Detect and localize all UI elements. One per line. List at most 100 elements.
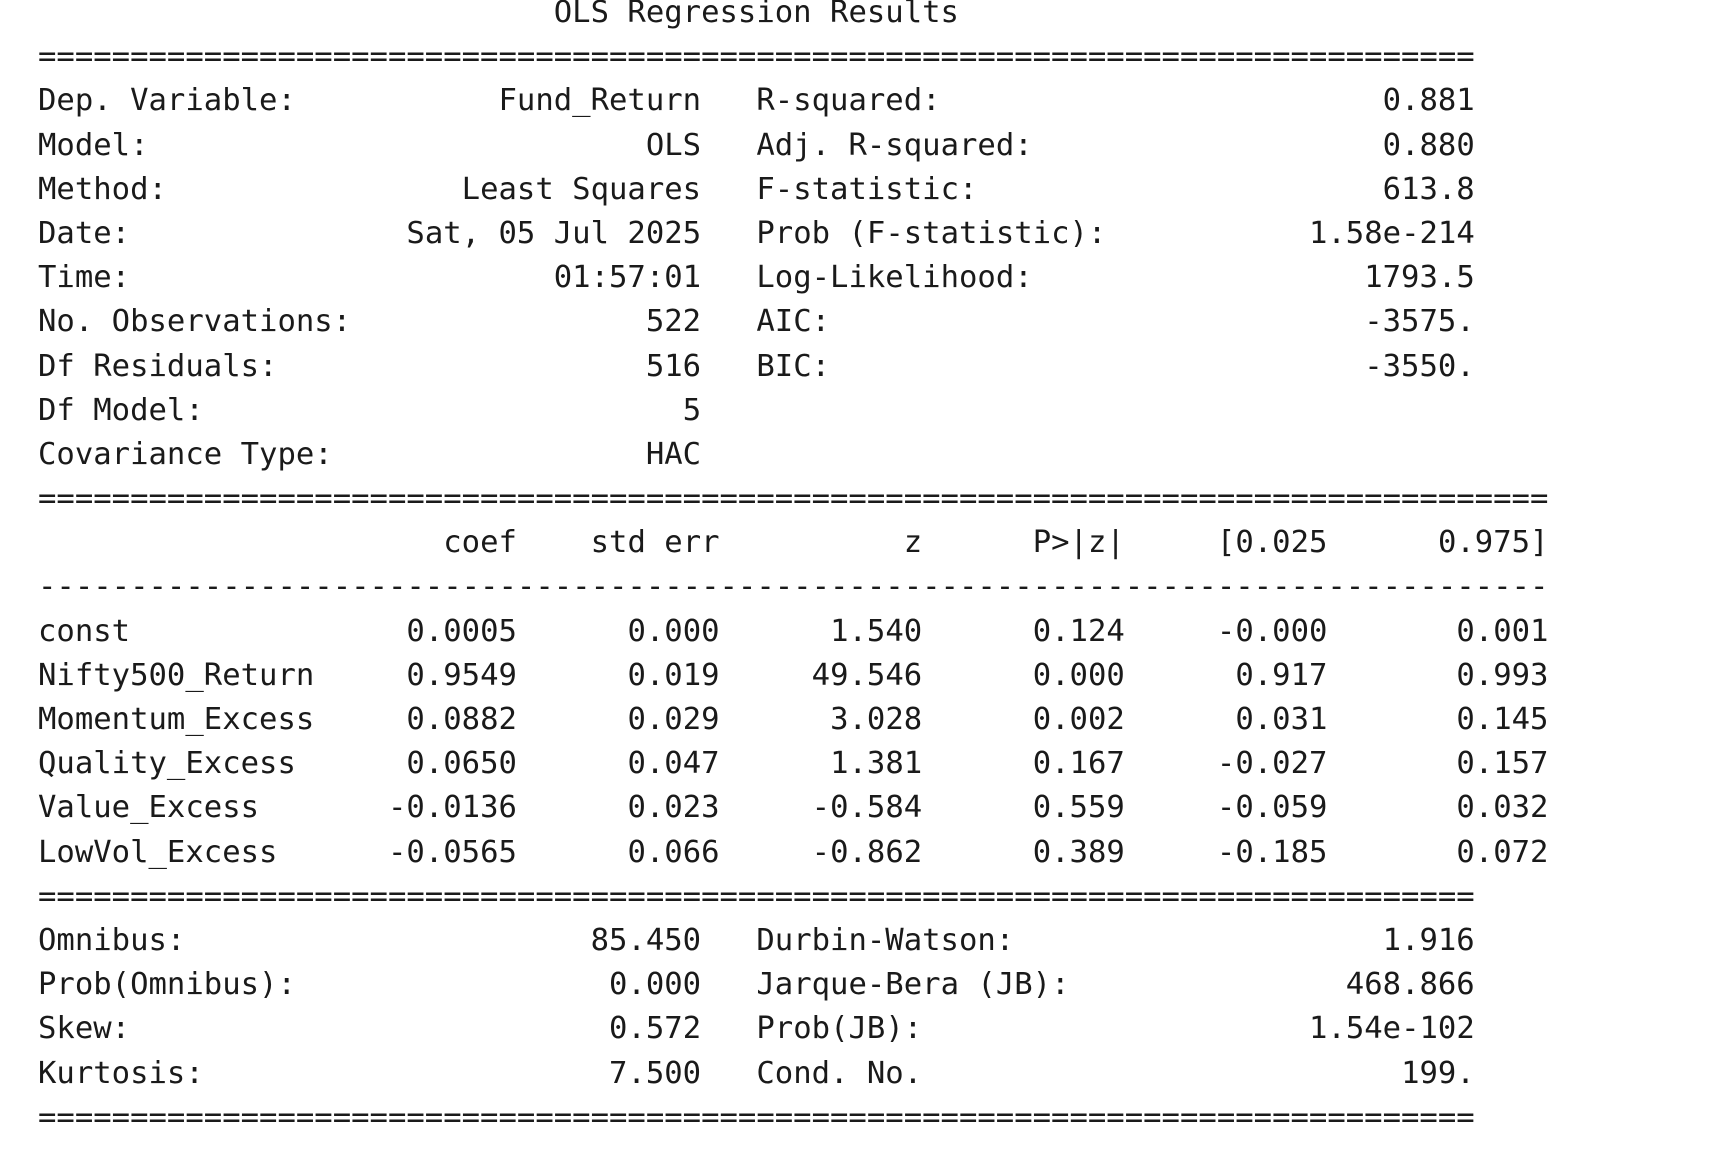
summary-value: 516 (645, 348, 702, 384)
ols-regression-report: OLS Regression Results ==================… (38, 0, 1548, 1140)
summary-value2: -3575. (1364, 304, 1475, 340)
coef-row-cell: 0.031 (1235, 702, 1328, 737)
summary-value: Sat, 05 Jul 2025 (406, 215, 702, 251)
summary-label2: Prob (F-statistic): (756, 215, 1107, 251)
rule-top: ========================================… (38, 35, 1548, 79)
diagnostic-value: 7.500 (609, 1055, 702, 1091)
rule-coef-top-text: ========================================… (38, 481, 1549, 517)
coef-row-cell: 1.381 (830, 746, 923, 782)
summary-label: Df Model: (38, 392, 204, 428)
summary-label: Model: (38, 127, 149, 163)
coef-row-cell-label: const (38, 613, 131, 649)
coef-row-cell: 0.000 (627, 613, 720, 649)
rule-bottom: ========================================… (38, 1096, 1548, 1140)
summary-label: Date: (38, 215, 131, 251)
summary-label2: BIC: (756, 348, 831, 384)
coef-row-cell: 0.002 (1032, 702, 1125, 737)
summary-row: Time: 01:57:01 Log-Likelihood: 1793.5 (38, 256, 1548, 300)
summary-label: Method: (38, 171, 167, 207)
coef-row-cell: 0.072 (1456, 834, 1549, 870)
coef-header-cell: 0.975] (1437, 525, 1549, 561)
coef-row: const 0.0005 0.000 1.540 0.124 -0.000 0.… (38, 610, 1548, 654)
summary-row: Df Residuals: 516 BIC: -3550. (38, 345, 1548, 389)
coef-row-cell: 0.157 (1456, 746, 1549, 782)
summary-label: Time: (38, 260, 131, 296)
coef-row-cell: 0.029 (627, 702, 720, 737)
summary-row: Covariance Type: HAC (38, 433, 1548, 477)
summary-value: 522 (645, 304, 702, 340)
coef-row: Nifty500_Return 0.9549 0.019 49.546 0.00… (38, 654, 1548, 698)
coef-row-cell: 0.9549 (406, 657, 517, 693)
summary-label: Df Residuals: (38, 348, 278, 384)
summary-label2: Adj. R-squared: (756, 127, 1033, 163)
coef-header-cell: [0.025 (1216, 525, 1328, 561)
summary-row: Date: Sat, 05 Jul 2025 Prob (F-statistic… (38, 212, 1548, 256)
rule-top-text: ========================================… (38, 39, 1475, 75)
summary-value: Fund_Return (498, 83, 702, 119)
diagnostic-value: 85.450 (590, 922, 702, 958)
coef-row: Value_Excess -0.0136 0.023 -0.584 0.559 … (38, 786, 1548, 830)
coef-row-cell: 0.047 (627, 746, 720, 782)
diagnostic-value: 0.000 (609, 967, 702, 1003)
coef-row-cell: 0.001 (1456, 613, 1549, 649)
summary-label2: R-squared: (756, 83, 941, 119)
summary-value2: 613.8 (1382, 171, 1475, 207)
coef-row-cell: -0.862 (811, 834, 923, 870)
summary-label2: Log-Likelihood: (756, 260, 1033, 296)
coef-row-cell-label: Nifty500_Return (38, 657, 315, 693)
diagnostic-label2: Jarque-Bera (JB): (756, 967, 1070, 1003)
coef-row-cell: 0.124 (1032, 613, 1125, 649)
summary-label: No. Observations: (38, 304, 352, 340)
diagnostic-value2: 199. (1401, 1055, 1475, 1091)
coef-row-cell-label: Momentum_Excess (38, 702, 315, 737)
report-title-line: OLS Regression Results (38, 0, 1548, 35)
coef-row-cell: -0.000 (1216, 613, 1328, 649)
diagnostic-value: 0.572 (609, 1011, 702, 1047)
summary-value2: 1.58e-214 (1308, 215, 1475, 251)
coef-row-cell: 0.389 (1032, 834, 1125, 870)
coef-header-cell: z (903, 525, 923, 561)
summary-label2: F-statistic: (756, 171, 978, 207)
coef-row-cell: -0.185 (1216, 834, 1328, 870)
summary-value2: 0.880 (1382, 127, 1475, 163)
summary-row: Model: OLS Adj. R-squared: 0.880 (38, 124, 1548, 168)
summary-value: HAC (645, 436, 702, 472)
coef-row-cell: 1.540 (830, 613, 923, 649)
diagnostic-label: Prob(Omnibus): (38, 967, 296, 1003)
coef-row: Quality_Excess 0.0650 0.047 1.381 0.167 … (38, 742, 1548, 786)
coef-row-cell: 0.0650 (406, 746, 517, 782)
coef-row-cell: 0.0005 (406, 613, 517, 649)
rule-diag-top: ========================================… (38, 875, 1548, 919)
diagnostic-label: Skew: (38, 1011, 131, 1047)
summary-row: Dep. Variable: Fund_Return R-squared: 0.… (38, 79, 1548, 123)
coef-header-cell: std err (590, 525, 720, 561)
coef-header: coef std err z P>|z| [0.025 0.975] (38, 521, 1548, 565)
summary-value: Least Squares (461, 171, 702, 207)
diagnostic-label2: Durbin-Watson: (756, 922, 1015, 958)
coef-row-cell: -0.0136 (387, 790, 517, 826)
summary-label: Covariance Type: (38, 436, 333, 472)
coef-row-cell: 0.917 (1235, 657, 1328, 693)
coef-row-cell-label: Value_Excess (38, 790, 260, 826)
coef-row-cell: 0.023 (627, 790, 720, 826)
coef-row-cell: -0.027 (1216, 746, 1328, 782)
summary-row: No. Observations: 522 AIC: -3575. (38, 300, 1548, 344)
coef-row-cell: -0.059 (1216, 790, 1328, 826)
coef-row-cell: 0.0882 (406, 702, 517, 737)
summary-row: Method: Least Squares F-statistic: 613.8 (38, 168, 1548, 212)
coef-row-cell: 0.019 (627, 657, 720, 693)
diagnostic-row: Skew: 0.572 Prob(JB): 1.54e-102 (38, 1007, 1548, 1051)
coef-row: Momentum_Excess 0.0882 0.029 3.028 0.002… (38, 698, 1548, 742)
rule-coef-mid-text: ----------------------------------------… (38, 569, 1549, 605)
coef-row-cell: 49.546 (811, 657, 923, 693)
summary-value: OLS (645, 127, 702, 163)
diagnostic-value2: 1.54e-102 (1308, 1011, 1475, 1047)
diagnostic-label: Kurtosis: (38, 1055, 204, 1091)
summary-value: 5 (682, 392, 702, 428)
diagnostic-row: Omnibus: 85.450 Durbin-Watson: 1.916 (38, 919, 1548, 963)
summary-label2: AIC: (756, 304, 831, 340)
coef-row-cell: 0.559 (1032, 790, 1125, 826)
coef-row-cell: 0.066 (627, 834, 720, 870)
coef-row-cell: 0.145 (1456, 702, 1549, 737)
diagnostic-label2: Cond. No. (756, 1055, 923, 1091)
